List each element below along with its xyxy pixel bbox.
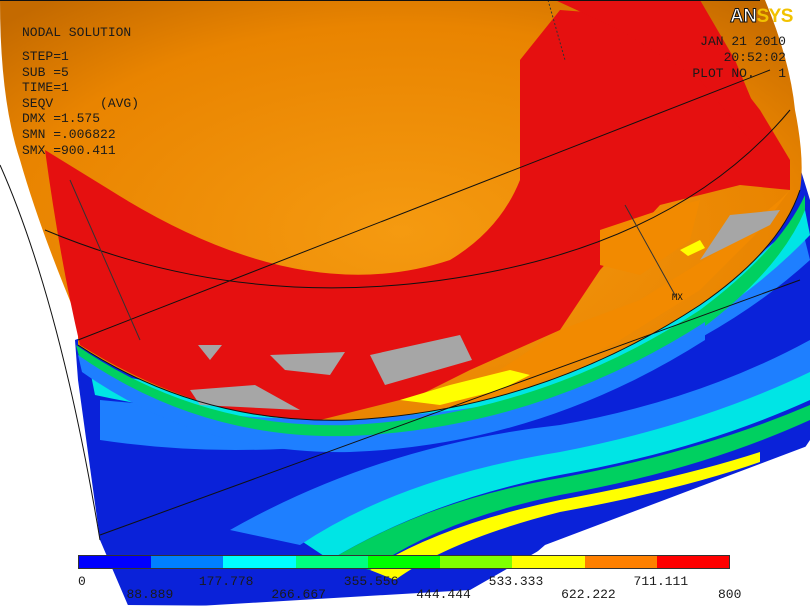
node-marker: MX [672, 293, 683, 303]
legend-label-bottom-0: 88.889 [126, 587, 174, 602]
gray-patch-4 [198, 345, 222, 360]
dmx-text: DMX =1.575 [22, 111, 101, 126]
gray-patch-2 [270, 352, 345, 375]
legend-swatch-7 [584, 556, 657, 568]
time-text: TIME=1 [22, 80, 69, 95]
mesh-line-2 [624, 204, 676, 296]
gray-patch-3 [190, 385, 300, 410]
plate-lower-yellow [370, 452, 760, 580]
legend-label-top-1: 177.778 [198, 574, 254, 589]
plot-title: NODAL SOLUTION [22, 25, 132, 40]
legend-swatch-4 [367, 556, 441, 568]
legend-swatch-5 [440, 556, 513, 568]
mesh-line-1 [69, 179, 141, 341]
rim-band-lightblue [78, 322, 705, 453]
legend-label-bottom-1: 266.667 [271, 587, 326, 602]
plate-lower-green [330, 405, 810, 570]
plate-lower-lightblue [230, 340, 810, 545]
red-high-stress-zone [45, 10, 790, 420]
legend-swatch-8 [656, 556, 729, 568]
gray-patch-1 [370, 335, 472, 385]
sub-text: SUB =5 [22, 65, 69, 80]
legend-label-bottom-3: 622.222 [561, 587, 616, 602]
yellow-patch-2 [680, 240, 705, 256]
orange-patch-2 [600, 200, 700, 275]
left-shell-edge [0, 164, 101, 541]
gray-patch-5 [700, 210, 780, 260]
legend-swatch-1 [151, 556, 224, 568]
legend-label-top-3: 533.333 [488, 574, 544, 589]
time-stamp-text: 20:52:02 [723, 50, 786, 65]
result-text: SEQV (AVG) [22, 96, 140, 111]
plate-line-2 [77, 69, 771, 341]
ansys-logo: ANSYS [729, 6, 793, 28]
plot-number-text: PLOT NO. 1 [692, 66, 786, 81]
red-top-band [555, 0, 760, 140]
legend-swatch-6 [512, 556, 585, 568]
legend-swatch-3 [295, 556, 368, 568]
rim-arc-line [77, 189, 801, 421]
yellow-patch-1 [400, 370, 530, 405]
legend-label-top-4: 711.111 [633, 574, 689, 589]
contour-legend-bar [78, 555, 730, 569]
plate-lower-cyan [300, 370, 810, 560]
plate-edge-white-2 [125, 605, 810, 610]
legend-label-bottom-4: 800 [718, 587, 742, 602]
date-text: JAN 21 2010 [700, 34, 786, 49]
legend-label-bottom-2: 444.444 [416, 587, 471, 602]
plate-line-1 [99, 279, 801, 536]
smn-text: SMN =.006822 [22, 127, 116, 142]
legend-swatch-2 [223, 556, 296, 568]
legend-label-top-2: 355.556 [343, 574, 399, 589]
step-text: STEP=1 [22, 49, 69, 64]
smx-text: SMX =900.411 [22, 143, 116, 158]
legend-swatch-0 [79, 556, 152, 568]
legend-label-top-0: 0 [78, 574, 86, 589]
shell-arc-line [44, 109, 791, 289]
